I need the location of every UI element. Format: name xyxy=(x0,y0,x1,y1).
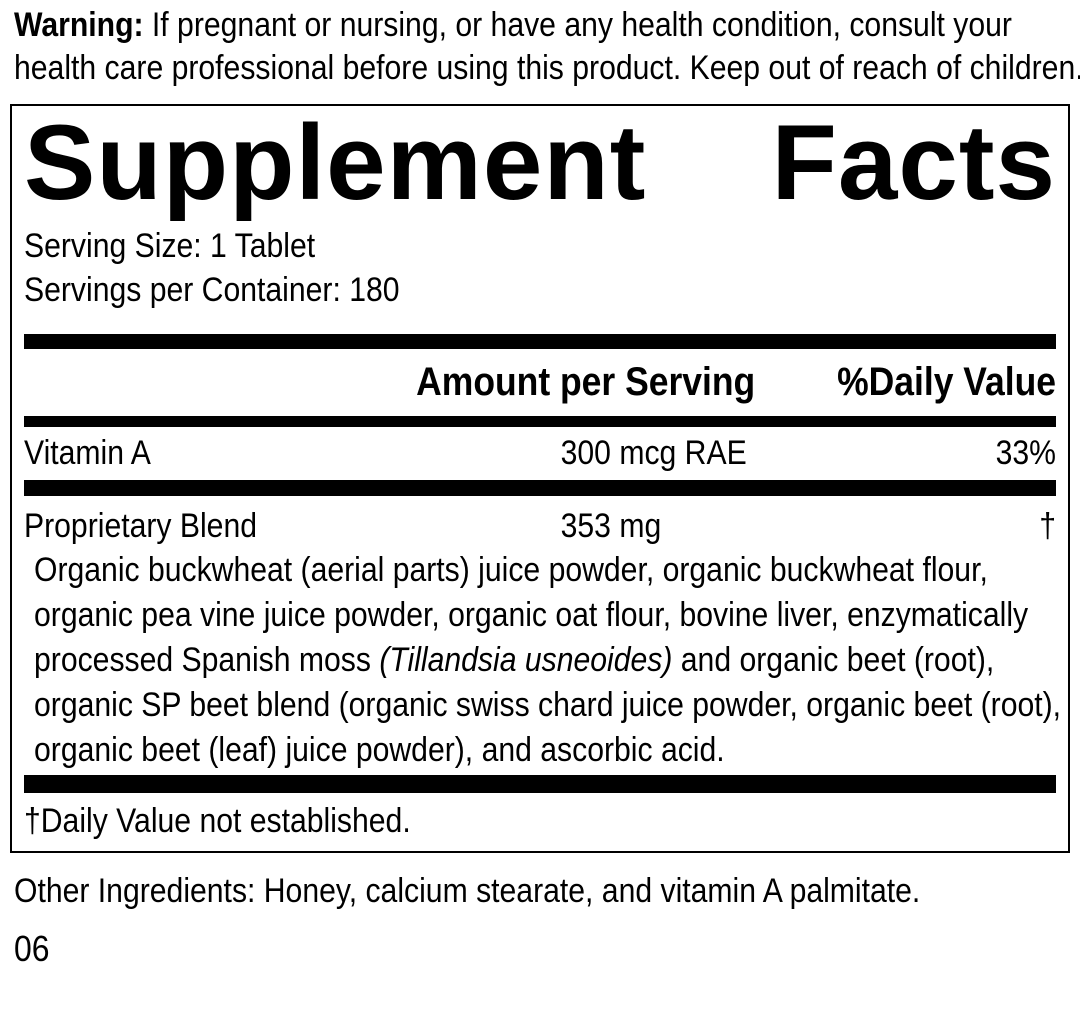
column-header-daily-value: %Daily Value xyxy=(837,360,1056,404)
serving-info: Serving Size: 1 Tablet Servings per Cont… xyxy=(24,224,1056,312)
nutrient-row-proprietary-blend: Proprietary Blend 353 mg † xyxy=(24,496,1056,548)
serving-size: Serving Size: 1 Tablet xyxy=(24,227,316,265)
daily-value-footnote: †Daily Value not established. xyxy=(24,802,411,840)
warning-text: Warning: If pregnant or nursing, or have… xyxy=(14,4,1080,90)
panel-title: Supplement Facts xyxy=(24,102,1056,222)
separator-bar-thick-top xyxy=(24,334,1056,349)
separator-bar-thick-bottom xyxy=(24,775,1056,793)
column-header-row: Amount per Serving %Daily Value xyxy=(24,349,1056,416)
warning-label: Warning: xyxy=(14,6,144,44)
nutrient-name: Proprietary Blend xyxy=(24,507,258,545)
column-header-amount: Amount per Serving xyxy=(416,360,756,404)
blend-description-part2: and organic beet (root), organic SP beet… xyxy=(34,641,1062,769)
panel-title-word2: Facts xyxy=(771,102,1056,222)
blend-description-part1: Organic buckwheat (aerial parts) juice p… xyxy=(34,551,1029,679)
nutrient-amount: 353 mg xyxy=(560,507,662,545)
blend-description-latin-name: (Tillandsia usneoides) xyxy=(379,641,673,679)
servings-per-container: Servings per Container: 180 xyxy=(24,271,400,309)
blend-description: Organic buckwheat (aerial parts) juice p… xyxy=(34,548,1066,773)
nutrient-daily-value-dagger: † xyxy=(1039,507,1056,545)
separator-bar-thick-mid xyxy=(24,480,1056,496)
nutrient-name: Vitamin A xyxy=(24,434,151,472)
separator-bar-medium xyxy=(24,416,1056,427)
other-ingredients: Other Ingredients: Honey, calcium steara… xyxy=(14,872,921,910)
supplement-facts-panel: Supplement Facts Serving Size: 1 Tablet … xyxy=(10,104,1070,853)
nutrient-daily-value: 33% xyxy=(995,434,1056,472)
nutrient-row-vitamin-a: Vitamin A 300 mcg RAE 33% xyxy=(24,427,1056,480)
page-code: 06 xyxy=(14,928,50,969)
nutrient-amount: 300 mcg RAE xyxy=(560,434,747,472)
warning-body: If pregnant or nursing, or have any heal… xyxy=(14,6,1080,87)
panel-title-word1: Supplement xyxy=(24,102,647,222)
